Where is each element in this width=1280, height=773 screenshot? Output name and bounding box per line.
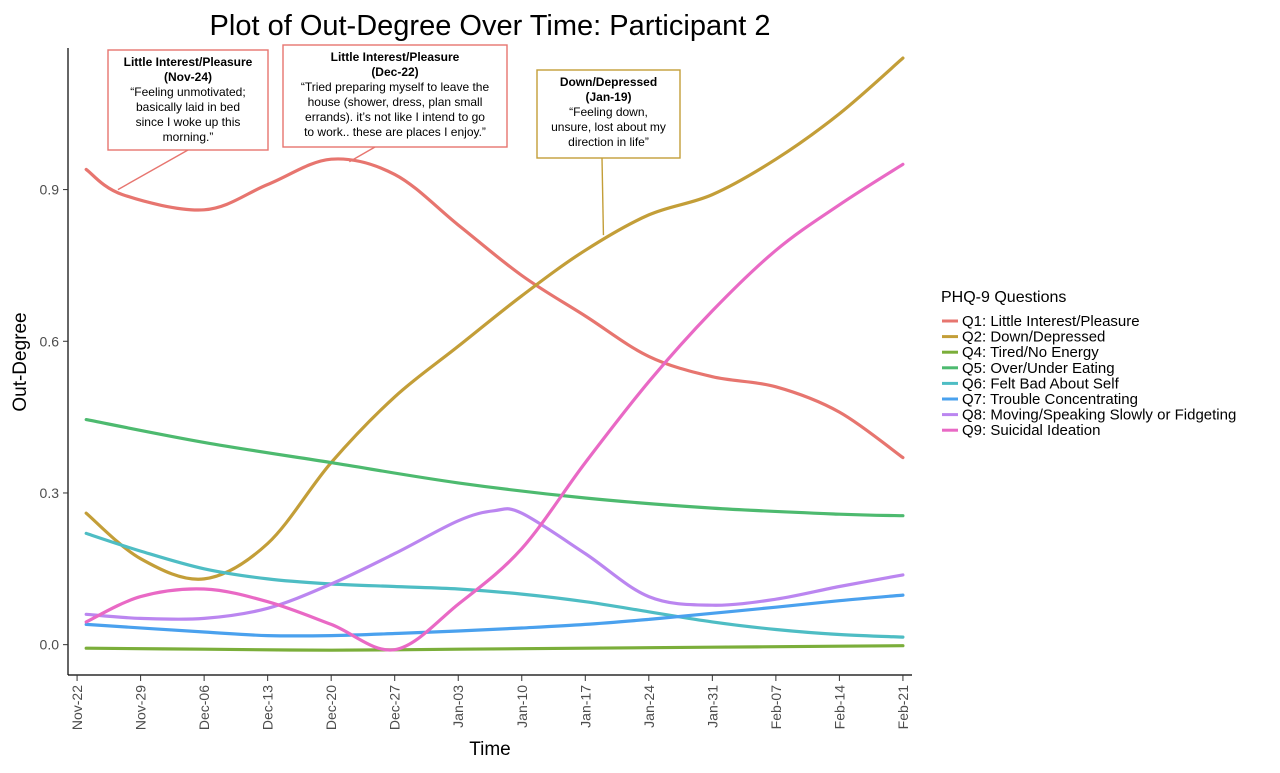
y-tick-label: 0.0	[40, 637, 60, 653]
annotation-quote-line: morning.”	[163, 130, 214, 144]
x-tick-label: Feb-21	[895, 685, 911, 730]
annotation-quote-line: “Tried preparing myself to leave the	[301, 80, 490, 94]
series-line-q5	[84, 418, 905, 518]
x-tick-label: Dec-06	[196, 685, 212, 730]
y-axis-title: Out-Degree	[10, 312, 31, 411]
annotation-date: (Nov-24)	[164, 70, 212, 84]
annotation-leader-line	[601, 157, 605, 236]
legend-item: Q5: Over/Under Eating	[942, 360, 1115, 377]
legend-item: Q4: Tired/No Energy	[942, 344, 1099, 361]
series-line-q4	[84, 644, 905, 652]
legend-item: Q9: Suicidal Ideation	[942, 422, 1100, 439]
annotation-box	[536, 69, 681, 159]
plot-area: 0.0 0.3 0.6 0.9 Nov-22 Nov-29 Dec-06 Dec-13 Dec…	[40, 44, 912, 730]
annotation-box	[107, 49, 269, 151]
y-tick-label: 0.9	[40, 182, 60, 198]
annotation-quote-line: unsure, lost about my	[551, 120, 666, 134]
legend-label: Q4: Tired/No Energy	[962, 344, 1099, 361]
legend-label: Q7: Trouble Concentrating	[962, 391, 1138, 408]
annotation-quote-line: to work.. these are places I enjoy.”	[304, 125, 486, 139]
legend-label: Q5: Over/Under Eating	[962, 360, 1115, 377]
annotation-callout: Down/Depressed(Jan-19)“Feeling down,unsu…	[536, 69, 681, 236]
annotation-header: Little Interest/Pleasure	[124, 55, 253, 69]
series-line-q2	[84, 56, 905, 581]
annotation-header: Little Interest/Pleasure	[331, 50, 460, 64]
legend-item: Q8: Moving/Speaking Slowly or Fidgeting	[942, 407, 1236, 424]
series-line-q8	[84, 507, 905, 621]
legend-label: Q1: Little Interest/Pleasure	[962, 313, 1140, 330]
annotation-leader-line	[348, 146, 376, 163]
annotation-quote-line: since I woke up this	[136, 115, 241, 129]
y-tick-label: 0.6	[40, 333, 60, 349]
legend-item: Q7: Trouble Concentrating	[942, 391, 1138, 408]
annotation-quote-line: errands). it’s not like I intend to go	[305, 110, 485, 124]
annotation-date: (Jan-19)	[585, 90, 631, 104]
x-tick-label: Jan-24	[641, 685, 657, 728]
annotation-callout: Little Interest/Pleasure(Dec-22)“Tried p…	[282, 44, 508, 163]
x-tick-label: Dec-20	[323, 685, 339, 730]
annotation-box	[282, 44, 508, 148]
y-tick-label: 0.3	[40, 485, 60, 501]
annotation-quote-line: “Feeling unmotivated;	[130, 85, 245, 99]
legend-label: Q6: Felt Bad About Self	[962, 375, 1120, 392]
series-line-q7	[84, 593, 905, 638]
x-tick-label: Jan-17	[577, 685, 593, 728]
y-axis-ticks: 0.0 0.3 0.6 0.9	[40, 182, 68, 653]
x-tick-label: Feb-14	[831, 685, 847, 730]
legend-item: Q1: Little Interest/Pleasure	[942, 313, 1140, 330]
annotation-date: (Dec-22)	[371, 65, 418, 79]
legend-title: PHQ-9 Questions	[941, 289, 1066, 306]
legend-label: Q9: Suicidal Ideation	[962, 422, 1100, 439]
x-tick-label: Feb-07	[768, 685, 784, 730]
x-tick-label: Nov-22	[69, 685, 85, 730]
legend-label: Q8: Moving/Speaking Slowly or Fidgeting	[962, 407, 1236, 424]
x-axis-title: Time	[469, 739, 511, 760]
x-tick-label: Jan-10	[514, 685, 530, 728]
annotation-callouts: Little Interest/Pleasure(Nov-24)“Feeling…	[107, 44, 681, 236]
x-tick-label: Nov-29	[133, 685, 149, 730]
annotation-leader-line	[117, 149, 189, 191]
x-axis-ticks: Nov-22 Nov-29 Dec-06 Dec-13 Dec-20 Dec-27 Jan-…	[69, 675, 911, 730]
annotation-header: Down/Depressed	[560, 75, 657, 89]
legend-item: Q2: Down/Depressed	[942, 329, 1105, 346]
annotation-quote-line: basically laid in bed	[136, 100, 240, 114]
legend-label: Q2: Down/Depressed	[962, 329, 1105, 346]
x-tick-label: Dec-13	[260, 685, 276, 730]
annotation-quote-line: “Feeling down,	[569, 105, 648, 119]
x-tick-label: Dec-27	[387, 685, 403, 730]
annotation-callout: Little Interest/Pleasure(Nov-24)“Feeling…	[107, 49, 269, 191]
annotation-quote-line: direction in life”	[568, 135, 649, 149]
series-line-q6	[84, 531, 905, 639]
series-line-q9	[84, 162, 905, 652]
chart-title: Plot of Out-Degree Over Time: Participan…	[210, 10, 771, 42]
series-line-q1	[84, 157, 905, 460]
x-tick-label: Jan-31	[704, 685, 720, 728]
x-tick-label: Jan-03	[450, 685, 466, 728]
legend-item: Q6: Felt Bad About Self	[942, 375, 1120, 392]
annotation-quote-line: house (shower, dress, plan small	[308, 95, 483, 109]
legend: PHQ-9 Questions Q1: Little Interest/Plea…	[941, 289, 1236, 439]
series-lines	[84, 56, 905, 652]
